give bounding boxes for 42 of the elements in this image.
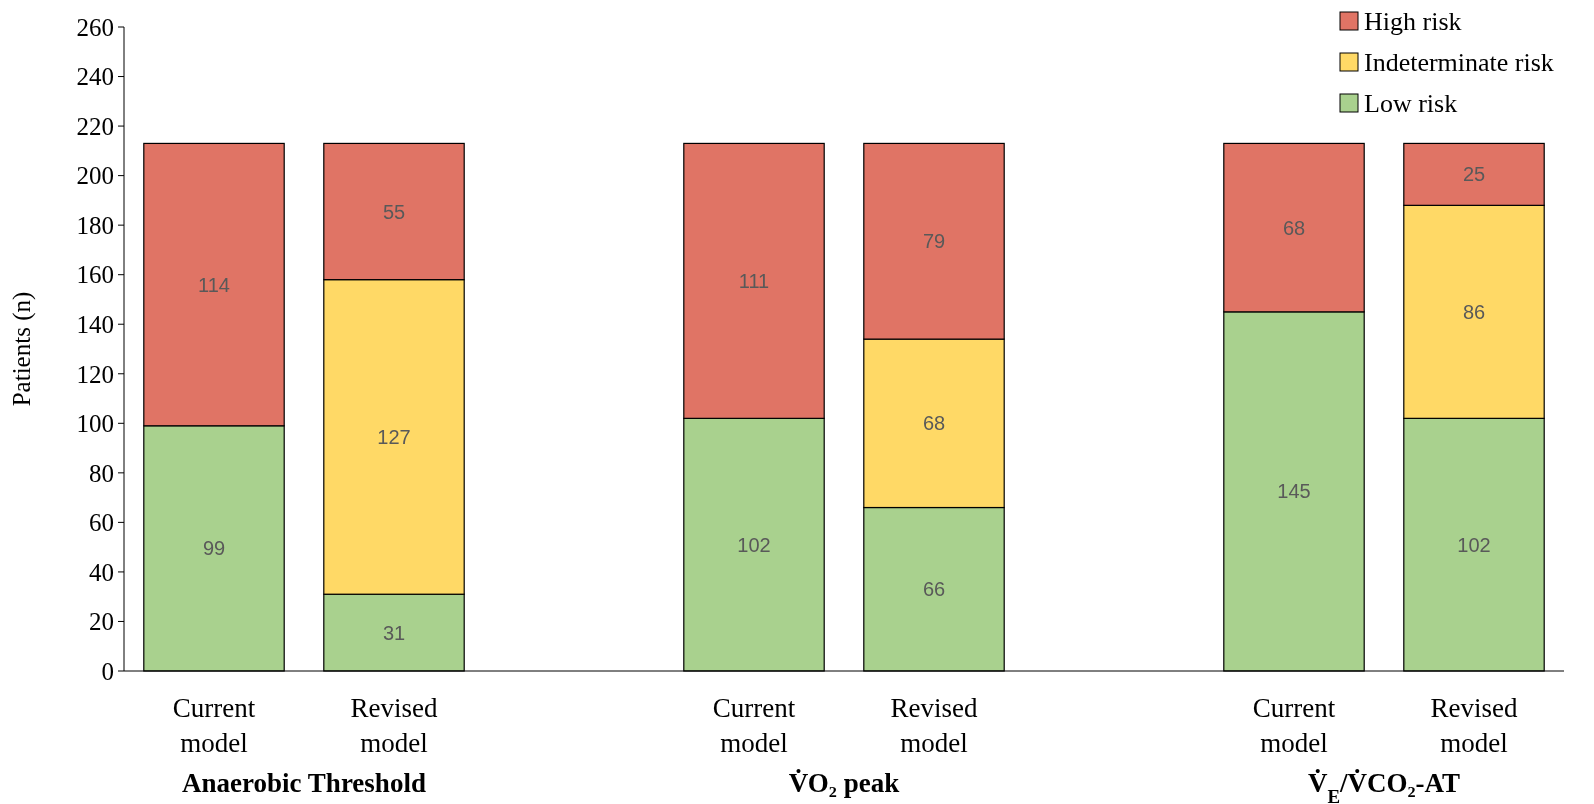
data-label: 111	[738, 269, 770, 292]
legend-label: High risk	[1364, 7, 1462, 37]
y-tick-label: 200	[76, 162, 114, 190]
data-label: 102	[1457, 533, 1491, 556]
data-label: 86	[1462, 300, 1486, 323]
x-tick-label: Current model	[1252, 693, 1336, 758]
y-tick-label: 60	[89, 509, 114, 537]
y-tick-label: 180	[76, 211, 114, 239]
data-label: 25	[1462, 163, 1486, 186]
data-label: 102	[737, 533, 771, 556]
text: V̇$_{E}$/V̇CO₂-AT	[1307, 767, 1461, 804]
legend-label: Low risk	[1364, 89, 1458, 119]
data-label: 66	[922, 578, 946, 601]
y-axis-title: Patients (n)	[8, 291, 36, 407]
text: Anaerobic Threshold	[182, 768, 426, 798]
x-tick-label: Current model	[172, 693, 256, 758]
y-tick-label: 0	[101, 657, 114, 685]
y-tick-label: 240	[76, 63, 114, 91]
data-label: 68	[922, 412, 946, 435]
data-label: 114	[198, 273, 230, 296]
y-tick-label: 220	[76, 112, 114, 140]
legend-label: Indeterminate risk	[1364, 48, 1554, 78]
y-tick-label: 160	[76, 261, 114, 289]
x-tick-label: Revised model	[1430, 693, 1518, 758]
data-label: 55	[382, 200, 406, 223]
data-label: 99	[202, 537, 226, 560]
y-tick-label: 120	[76, 360, 114, 388]
y-tick-label: 100	[76, 410, 114, 438]
x-tick-label: Revised model	[890, 693, 978, 758]
data-label: 127	[377, 425, 411, 448]
x-tick-label: Revised model	[350, 693, 438, 758]
text: V̇O₂ peak	[788, 767, 900, 798]
x-tick-label: Current model	[712, 693, 796, 758]
y-tick-label: 260	[76, 13, 114, 41]
data-label: 79	[922, 230, 946, 253]
y-tick-label: 140	[76, 310, 114, 338]
y-tick-label: 20	[89, 608, 114, 636]
data-label: 68	[1282, 216, 1306, 239]
data-label: 31	[382, 621, 406, 644]
y-tick-label: 80	[89, 459, 114, 487]
data-label: 145	[1277, 480, 1311, 503]
y-tick-label: 40	[89, 558, 114, 586]
